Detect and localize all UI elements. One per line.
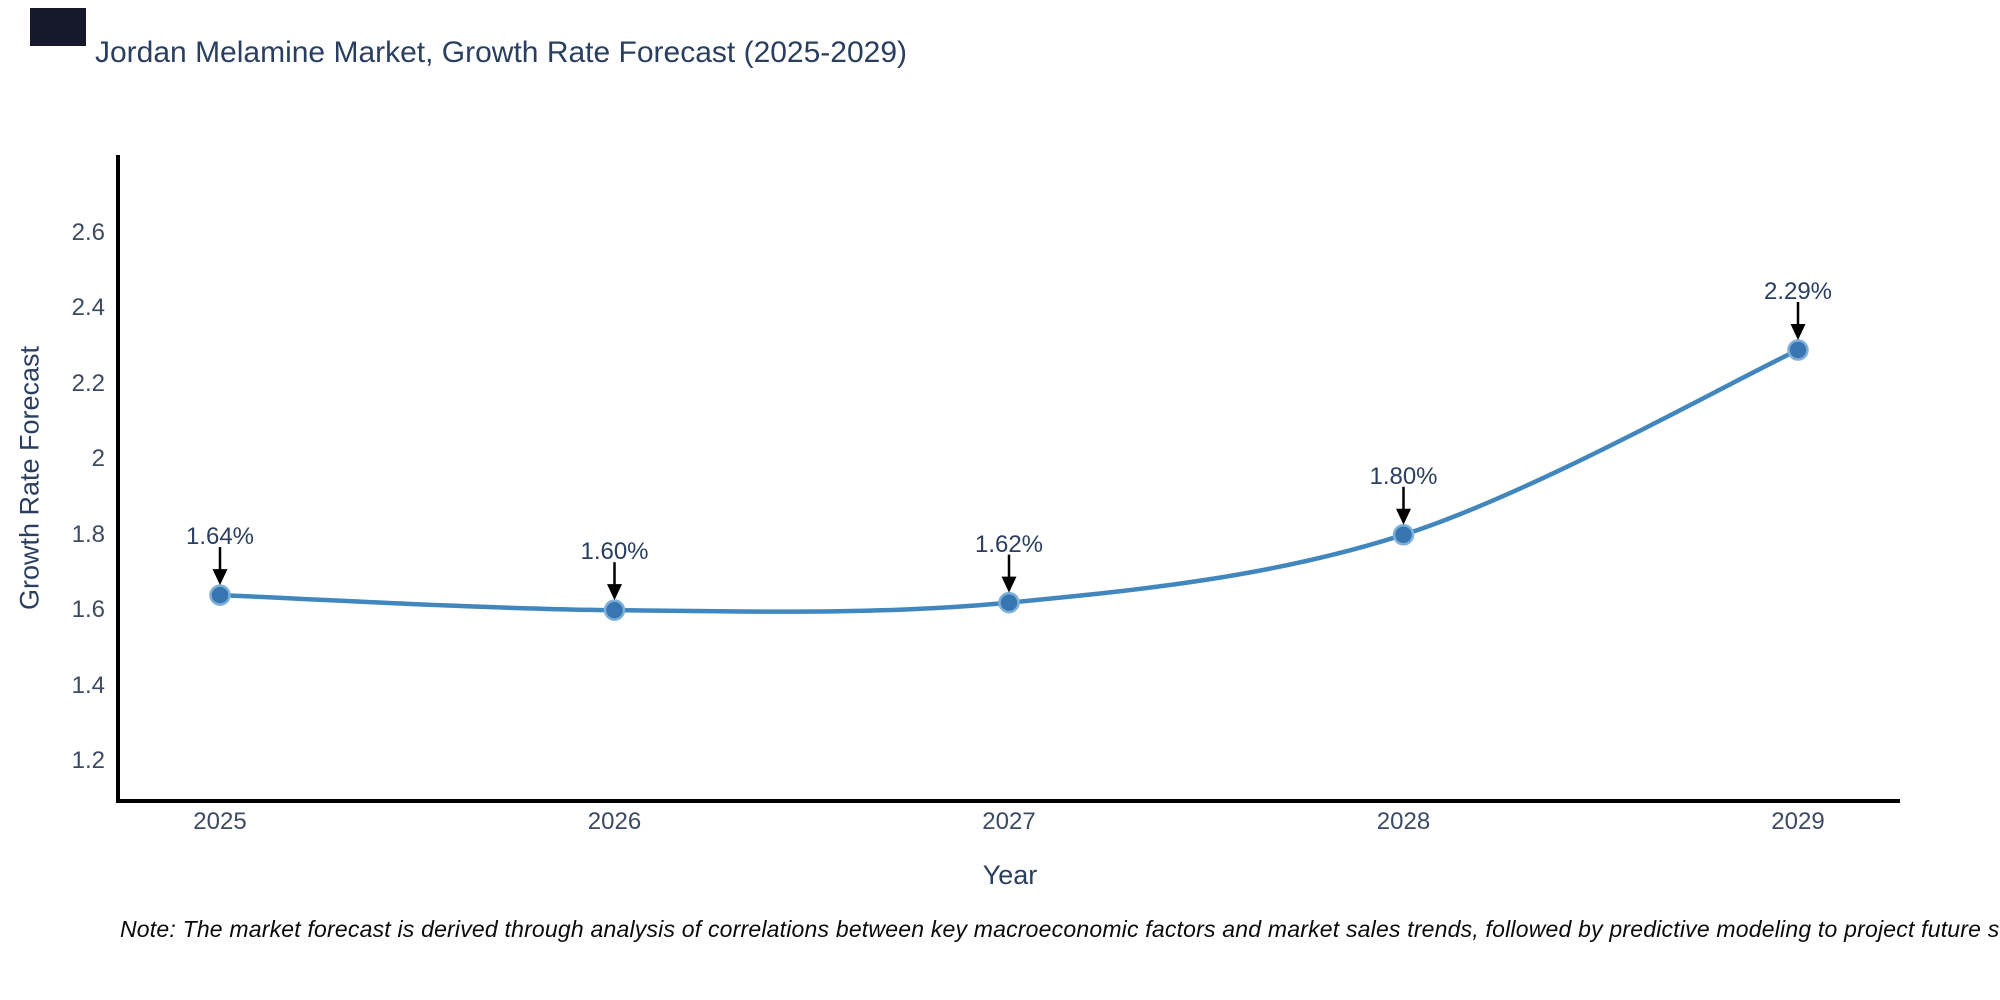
x-tick-label-2029: 2029 [1771,808,1825,835]
annotation-arrow-head [212,569,228,586]
point-value-label-2028: 1.80% [1369,462,1438,490]
data-point-2027 [998,591,1020,614]
y-tick-label-2.4: 2.4 [71,294,105,322]
x-tick-label-2026: 2026 [587,808,642,835]
y-tick-label-1.8: 1.8 [71,520,105,548]
point-value-label-2027: 1.62% [974,530,1044,558]
annotation-arrow-head [607,584,622,601]
y-tick-label-2.2: 2.2 [71,369,105,397]
x-tick-label-2027: 2027 [982,808,1036,835]
y-tick-label-2.6: 2.6 [71,219,105,247]
x-tick-label-2025: 2025 [193,808,247,835]
y-tick-label-1.2: 1.2 [71,747,105,775]
annotation-arrow-head [1001,576,1017,593]
annotation-arrow-head [1790,323,1806,340]
y-tick-label-2: 2 [91,445,105,473]
point-value-label-2029: 2.29% [1763,277,1833,305]
data-point-2028 [1392,524,1415,546]
y-tick-label-1.4: 1.4 [71,671,105,699]
x-tick-label-2028: 2028 [1376,808,1431,835]
footnote: Note: The market forecast is derived thr… [120,916,2000,942]
point-value-label-2026: 1.60% [580,538,649,566]
screen-cursor-artifact [30,8,86,46]
data-point-2029 [1787,339,1809,361]
point-value-label-2025: 1.64% [185,523,255,551]
data-point-2025 [209,584,231,606]
data-point-2026 [603,599,626,621]
x-axis-title: Year [982,860,1038,890]
y-tick-label-1.6: 1.6 [71,596,105,624]
chart-title: Jordan Melamine Market, Growth Rate Fore… [95,36,908,69]
annotation-arrow-head [1396,508,1411,525]
